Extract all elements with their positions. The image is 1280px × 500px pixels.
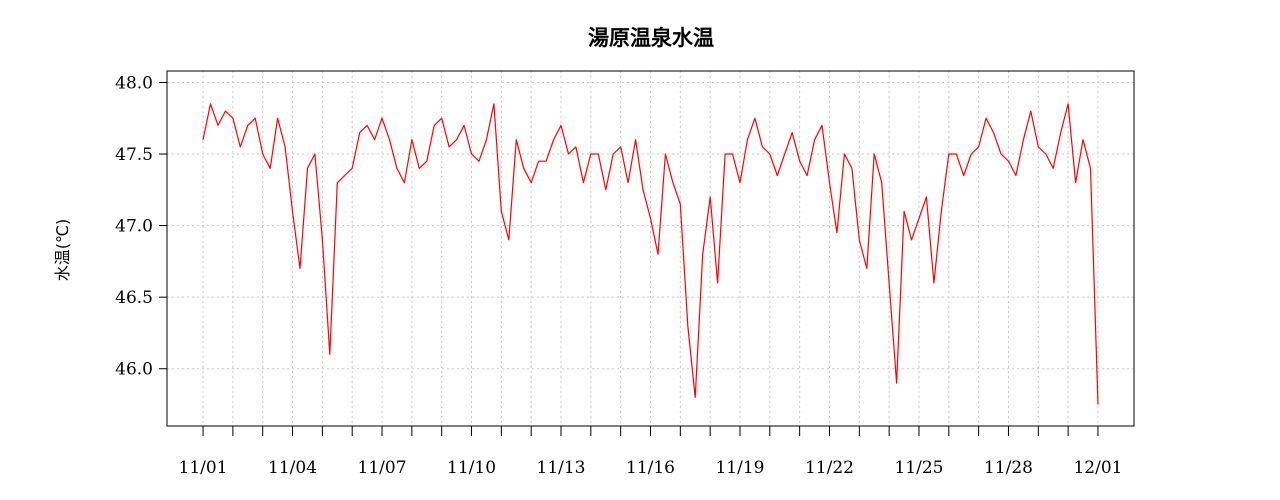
x-tick-label: 11/22 [805,458,854,478]
x-tick-label: 11/10 [447,458,496,478]
x-tick-label: 11/25 [894,458,943,478]
y-tick-label: 47.0 [115,217,153,237]
y-axis-label: 水温(℃) [53,219,72,281]
x-tick-label: 11/13 [537,458,586,478]
y-tick-label: 48.0 [115,73,153,93]
x-tick-label: 11/01 [179,458,228,478]
x-tick-label: 11/16 [626,458,675,478]
chart-title: 湯原温泉水温 [588,26,714,50]
grid [167,71,1134,426]
y-tick-label: 47.5 [115,145,153,165]
x-tick-label: 11/07 [358,458,407,478]
x-axis: 11/01 11/04 11/07 11/10 11/13 11/16 11/19 11/22… [179,426,1122,478]
y-tick-label: 46.5 [115,288,153,308]
plot-frame [166,70,1135,427]
y-tick-label: 46.0 [115,360,153,380]
x-tick-label: 11/04 [268,458,317,478]
y-axis: 48.0 47.5 47.0 46.5 46.0 [115,73,167,380]
series-line [202,103,1099,405]
x-tick-label: 11/19 [715,458,764,478]
series-layer [202,103,1099,405]
x-tick-label: 11/28 [984,458,1033,478]
x-tick-label: 12/01 [1073,458,1122,478]
